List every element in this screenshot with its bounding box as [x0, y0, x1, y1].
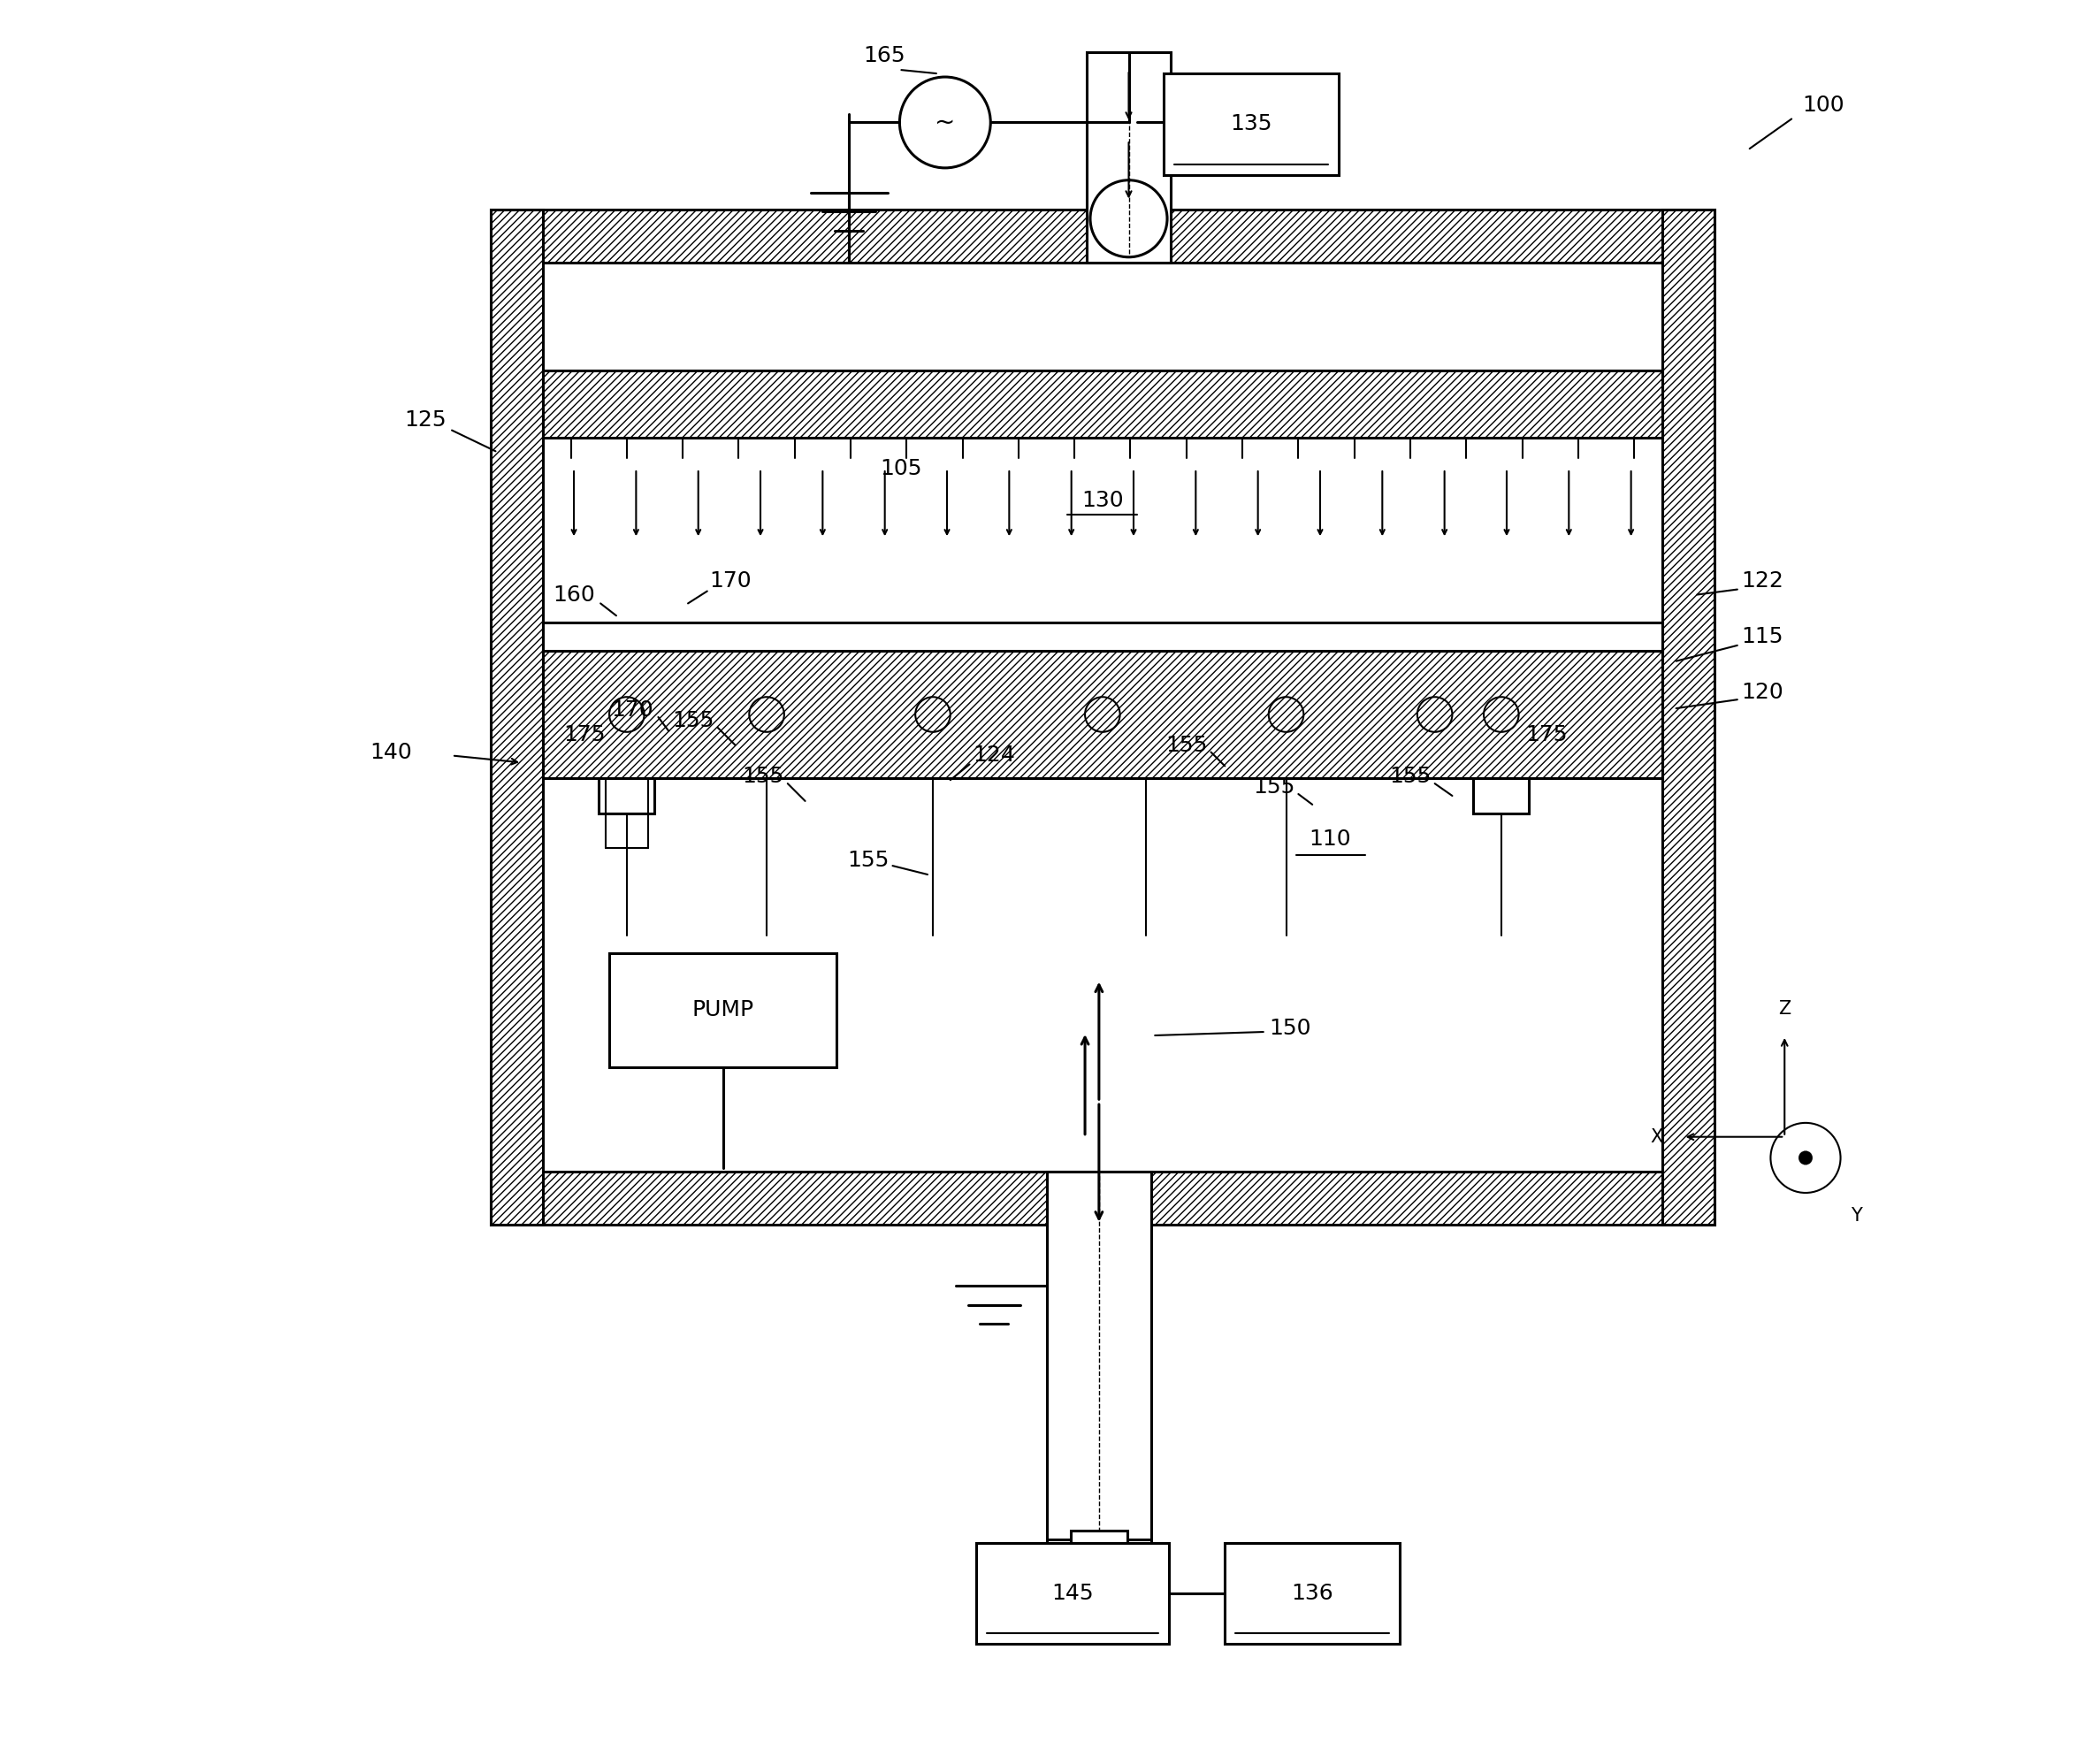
Text: ~: ~ — [934, 110, 956, 135]
Bar — [489, 210, 1714, 262]
Text: 170: 170 — [710, 570, 752, 591]
Text: Z: Z — [1779, 1000, 1791, 1018]
Text: 115: 115 — [1741, 626, 1783, 647]
Text: 150: 150 — [1268, 1018, 1310, 1039]
Text: 155: 155 — [741, 766, 783, 787]
Bar — [1224, 1543, 1401, 1644]
Bar — [542, 371, 1661, 437]
Text: PUMP: PUMP — [691, 999, 754, 1021]
Bar — [1086, 52, 1170, 262]
Bar — [489, 210, 542, 1224]
Text: 145: 145 — [1052, 1583, 1094, 1604]
Text: 100: 100 — [1802, 94, 1844, 115]
Bar — [542, 623, 1661, 651]
Text: 125: 125 — [405, 409, 447, 430]
Text: 165: 165 — [863, 45, 905, 66]
Text: 175: 175 — [1527, 724, 1569, 745]
Text: 136: 136 — [1292, 1583, 1334, 1604]
Circle shape — [1798, 1151, 1812, 1165]
Text: 120: 120 — [1741, 682, 1783, 703]
Text: 135: 135 — [1231, 114, 1273, 135]
Text: 110: 110 — [1308, 829, 1350, 850]
Text: 155: 155 — [1254, 777, 1296, 798]
Bar — [542, 262, 1661, 1172]
Text: 160: 160 — [552, 584, 594, 605]
Bar — [1474, 778, 1529, 813]
Text: 124: 124 — [972, 745, 1016, 766]
Text: 155: 155 — [1166, 735, 1208, 756]
Text: 130: 130 — [1082, 490, 1124, 511]
Bar — [1661, 210, 1714, 1224]
Text: 140: 140 — [370, 742, 412, 763]
Bar — [489, 1172, 1714, 1224]
Bar — [1163, 73, 1338, 175]
Text: 105: 105 — [880, 458, 922, 479]
Bar — [1046, 1172, 1151, 1548]
Text: 122: 122 — [1741, 570, 1783, 591]
Text: 170: 170 — [611, 700, 653, 721]
Text: 155: 155 — [1390, 766, 1432, 787]
Bar — [1071, 1530, 1128, 1597]
Bar — [609, 953, 836, 1067]
Text: 155: 155 — [846, 850, 888, 871]
Bar — [542, 651, 1661, 778]
Bar — [976, 1543, 1170, 1644]
Text: 155: 155 — [672, 710, 714, 731]
Bar — [598, 778, 655, 813]
Text: X: X — [1651, 1128, 1663, 1146]
Text: Y: Y — [1850, 1207, 1863, 1224]
Text: 175: 175 — [563, 724, 605, 745]
